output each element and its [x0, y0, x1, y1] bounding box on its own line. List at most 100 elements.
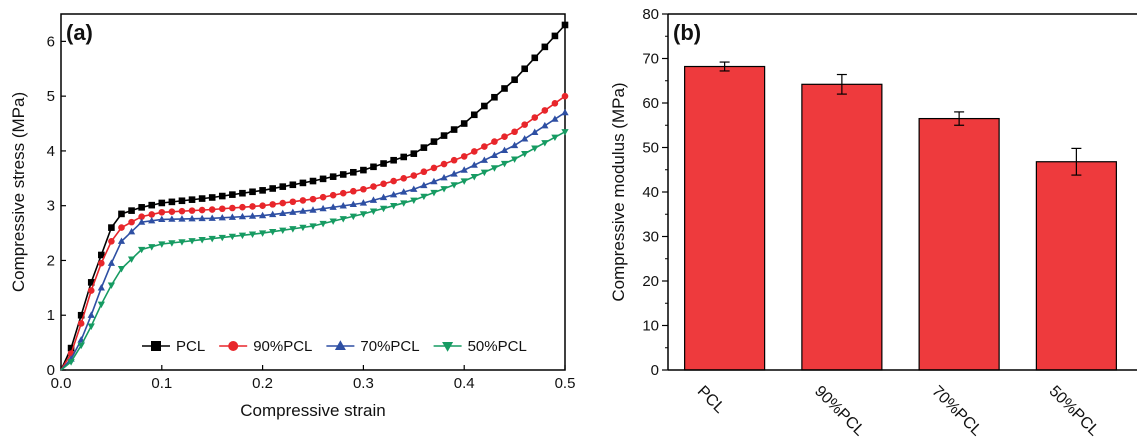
panel-a-data-point	[329, 218, 337, 225]
panel-a-data-point	[168, 208, 176, 216]
panel-a-data-point	[127, 227, 136, 235]
panel-a-data-point	[491, 93, 498, 101]
panel-a-data-point	[350, 187, 357, 195]
panel-a-data-point	[107, 282, 116, 289]
panel-a-data-point	[450, 156, 458, 164]
panel-a-data-point	[269, 201, 276, 208]
panel-a-data-point	[551, 32, 559, 40]
panel-a-data-point	[118, 224, 125, 231]
panel-a-data-point	[501, 85, 508, 92]
panel-a-plot-frame	[60, 13, 566, 371]
panel-b-y-tick-label: 30	[642, 229, 659, 246]
panel-a-data-point	[561, 108, 569, 116]
panel-a-data-point	[188, 238, 196, 245]
panel-a-data-point	[491, 138, 498, 145]
panel-a-legend-marker	[228, 341, 239, 351]
panel-a-data-point	[77, 320, 85, 327]
panel-a-y-tick-label: 5	[47, 88, 55, 105]
panel-a-data-point	[117, 266, 126, 273]
panel-a-data-point	[218, 213, 226, 221]
panel-a-data-point	[228, 213, 236, 220]
panel-a-data-point	[400, 175, 408, 182]
panel-a-series-2	[60, 108, 569, 371]
panel-a-data-point	[239, 189, 246, 197]
panel-a-data-point	[481, 102, 488, 110]
panel-a-data-point	[531, 128, 539, 135]
panel-a-data-point	[77, 311, 85, 319]
panel-a-data-point	[188, 196, 196, 203]
panel-a-data-point	[178, 207, 186, 215]
panel-a-data-point	[531, 54, 539, 62]
panel-a-data-point	[107, 259, 116, 266]
panel-a-x-tick-label: 0.1	[151, 375, 172, 392]
panel-a-data-point	[440, 160, 448, 168]
panel-a-data-point	[248, 212, 257, 219]
panel-a-data-point	[370, 163, 377, 171]
panel-a-data-point	[218, 205, 226, 213]
panel-a-data-point	[178, 239, 186, 246]
panel-a-data-point	[309, 223, 317, 230]
panel-b-bar	[1035, 161, 1117, 371]
panel-a-data-point	[450, 182, 458, 189]
panel-a-data-point	[521, 121, 528, 128]
panel-a-y-tick-label: 1	[47, 307, 55, 324]
panel-a-data-point	[67, 359, 75, 366]
panel-a-data-point	[400, 200, 408, 207]
panel-b-bar-group-2	[918, 111, 1000, 371]
panel-b-y-tick-label: 60	[642, 95, 659, 112]
panel-a-series-line	[60, 131, 566, 371]
panel-a-data-point	[400, 188, 408, 195]
panel-a-data-point	[117, 237, 126, 244]
panel-a-data-point	[108, 224, 115, 231]
panel-a-legend-marker	[334, 340, 346, 350]
panel-b-bar	[684, 65, 766, 371]
panel-a-data-point	[531, 114, 539, 121]
panel-a-data-point	[87, 323, 95, 330]
panel-a-data-point	[218, 192, 226, 200]
panel-a-data-point	[420, 193, 428, 201]
panel-a-data-point	[319, 204, 327, 212]
panel-a-legend-label: 70%PCL	[360, 338, 419, 355]
panel-a-series-1	[60, 92, 569, 371]
panel-a-legend-item-3: 50%PCL	[433, 338, 527, 355]
panel-a-data-point	[339, 202, 347, 209]
panel-a-data-point	[229, 204, 236, 212]
panel-a-data-point	[258, 211, 267, 219]
panel-a-data-point	[289, 226, 297, 233]
panel-a-data-point	[299, 207, 307, 214]
panel-a-data-point	[561, 21, 569, 29]
panel-b-y-tick-label: 20	[642, 273, 659, 290]
panel-a-data-point	[460, 120, 468, 127]
panel-a-data-point	[289, 208, 297, 215]
panel-a-data-point	[339, 189, 347, 197]
panel-a-x-tick-label: 0.3	[353, 375, 374, 392]
panel-a-x-tick-label: 0.2	[252, 375, 273, 392]
panel-a-data-point	[360, 185, 367, 193]
panel-a-data-point	[511, 128, 518, 136]
panel-a-legend-label: 90%PCL	[253, 338, 312, 355]
panel-a-data-point	[470, 174, 478, 181]
panel-a-data-point	[98, 259, 105, 267]
panel-a-data-point	[329, 191, 337, 199]
panel-a-data-point	[229, 191, 236, 198]
panel-a-data-point	[370, 183, 377, 190]
panel-a-x-tick-label: 0.4	[454, 375, 475, 392]
panel-b-y-tick-label: 80	[642, 6, 659, 23]
panel-a-data-point	[299, 179, 307, 187]
panel-a-data-point	[158, 208, 166, 216]
panel-b-y-tick-label: 10	[642, 318, 659, 335]
panel-a-data-point	[480, 156, 488, 163]
panel-a-data-point	[239, 203, 246, 211]
panel-a-x-tick-label: 0.5	[555, 375, 576, 392]
panel-a-data-point	[249, 203, 256, 210]
panel-a-data-point	[561, 92, 569, 100]
panel-a-data-point	[208, 214, 216, 221]
panel-a-data-point	[118, 210, 125, 218]
panel-a-y-tick-label: 6	[47, 33, 55, 50]
panel-a-data-point	[198, 237, 206, 244]
panel-a-legend-label: 50%PCL	[468, 338, 527, 355]
panel-a-data-point	[98, 251, 105, 259]
panel-a-data-point	[531, 145, 539, 152]
panel-a-data-point	[148, 216, 156, 224]
